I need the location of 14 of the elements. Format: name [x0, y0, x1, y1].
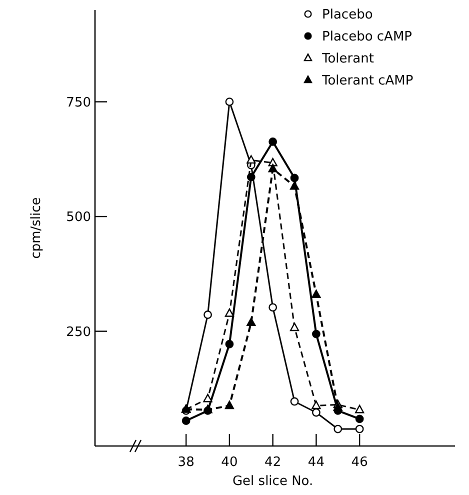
x-tick-label: 44 [308, 455, 324, 470]
legend-label: Tolerant [321, 52, 374, 67]
x-axis-title: Gel slice No. [232, 474, 314, 489]
legend-label: Tolerant cAMP [321, 74, 414, 89]
x-tick-label: 38 [178, 455, 194, 470]
x-tick-label: 46 [351, 455, 368, 470]
y-tick-label: 250 [66, 324, 91, 340]
legend-label: Placebo [322, 8, 373, 23]
legend-label: Placebo cAMP [322, 30, 412, 45]
y-tick-label: 500 [66, 210, 91, 226]
y-axis-title: cpm/slice [29, 197, 44, 259]
y-tick-label: 750 [66, 95, 91, 110]
x-tick-label: 42 [264, 455, 282, 470]
x-tick-label: 40 [221, 455, 238, 470]
